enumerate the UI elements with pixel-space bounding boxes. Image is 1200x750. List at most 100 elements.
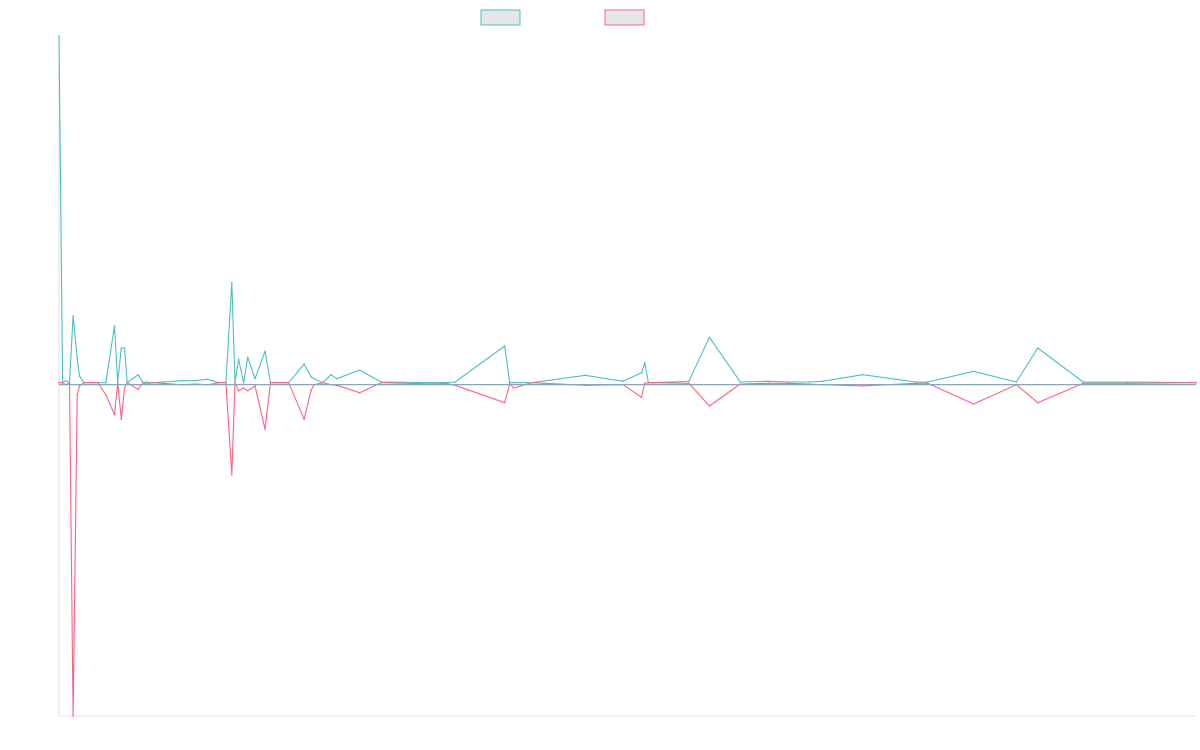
series-1-point bbox=[1127, 381, 1129, 383]
series-2-point bbox=[217, 381, 219, 384]
series-1-point bbox=[206, 378, 208, 381]
series-2-point bbox=[113, 413, 116, 416]
series-2-point bbox=[96, 381, 99, 384]
legend-swatch-2[interactable] bbox=[604, 9, 645, 26]
series-1-point bbox=[513, 381, 515, 384]
series-1-point bbox=[237, 358, 240, 361]
series-1-point bbox=[58, 35, 60, 37]
series-2-point bbox=[310, 389, 312, 392]
series-layer bbox=[58, 35, 1197, 717]
series-2-point bbox=[76, 393, 78, 396]
series-2-point bbox=[225, 381, 227, 384]
series-2-point bbox=[513, 387, 515, 389]
series-2-point bbox=[767, 382, 770, 385]
series-1-point bbox=[123, 347, 126, 349]
series-1-point bbox=[211, 379, 214, 382]
axes bbox=[58, 36, 1196, 717]
series-2-point bbox=[126, 381, 128, 384]
series-2-point bbox=[647, 381, 650, 384]
series-2-point bbox=[242, 387, 245, 389]
series-2-point bbox=[105, 393, 107, 396]
series-2-point bbox=[640, 396, 643, 399]
series-1-point bbox=[358, 369, 361, 371]
series-1-point bbox=[508, 381, 511, 384]
series-1-point bbox=[78, 375, 81, 377]
series-2-point bbox=[58, 381, 60, 384]
series-2-point bbox=[322, 381, 324, 384]
series-2-point bbox=[254, 385, 256, 387]
series-2-point bbox=[503, 401, 506, 404]
series-1-point bbox=[584, 374, 586, 377]
series-2-point bbox=[926, 382, 929, 385]
series-2-point bbox=[120, 418, 123, 421]
series-1-point bbox=[246, 356, 249, 359]
series-1-point bbox=[861, 373, 864, 376]
legend-swatch-1[interactable] bbox=[480, 9, 521, 26]
series-2-point bbox=[444, 382, 446, 385]
series-1-point bbox=[120, 347, 123, 349]
series-1-point bbox=[264, 350, 266, 353]
series-2-point bbox=[90, 381, 92, 384]
series-1-point bbox=[739, 381, 742, 383]
series-2-point bbox=[72, 715, 74, 717]
series-1-point bbox=[972, 370, 975, 373]
series-2-point bbox=[651, 381, 654, 384]
series-1-point bbox=[137, 373, 139, 376]
series-1-point bbox=[767, 380, 770, 383]
series-2-point bbox=[279, 381, 281, 384]
series-2-point bbox=[972, 403, 975, 405]
series-2-point bbox=[644, 382, 646, 385]
series-1-point bbox=[181, 379, 184, 382]
series-1-point bbox=[242, 381, 245, 384]
series-1-point bbox=[105, 381, 107, 384]
series-2-point bbox=[151, 381, 154, 384]
series-1-point bbox=[644, 361, 646, 364]
series-2-point bbox=[531, 381, 533, 384]
legend bbox=[480, 9, 645, 26]
series-1-point bbox=[622, 380, 624, 383]
series-1-point bbox=[336, 377, 338, 380]
series-1-point bbox=[146, 381, 148, 383]
series-1-point bbox=[72, 315, 74, 317]
series-line-2 bbox=[59, 382, 1197, 717]
series-1-point bbox=[1036, 347, 1039, 349]
series-line-1 bbox=[58, 35, 1197, 384]
series-2-point bbox=[303, 418, 305, 421]
series-2-point bbox=[861, 385, 864, 387]
series-1-point bbox=[640, 371, 643, 374]
series-2-point bbox=[1036, 401, 1039, 404]
series-1-point bbox=[787, 381, 790, 383]
series-2-point bbox=[61, 381, 64, 384]
series-1-point bbox=[1015, 381, 1018, 383]
series-2-point bbox=[914, 382, 917, 385]
series-1-point bbox=[821, 380, 824, 383]
series-2-point bbox=[231, 473, 233, 476]
series-1-point bbox=[454, 381, 456, 383]
series-2-point bbox=[123, 387, 126, 389]
series-1-point bbox=[113, 325, 116, 327]
series-1-point bbox=[310, 375, 312, 378]
series-1-point bbox=[194, 379, 197, 382]
series-1-point bbox=[303, 363, 305, 365]
series-2-point bbox=[78, 385, 81, 387]
series-2-point bbox=[380, 381, 382, 384]
series-2-point bbox=[688, 382, 690, 385]
series-2-point bbox=[358, 391, 361, 394]
series-2-point bbox=[68, 381, 71, 384]
series-2-point bbox=[237, 389, 240, 392]
series-2-point bbox=[708, 405, 711, 407]
series-2-point bbox=[264, 428, 266, 431]
series-1-point bbox=[503, 345, 506, 347]
series-1-point bbox=[1082, 381, 1084, 383]
series-1-point bbox=[926, 381, 929, 383]
series-2-point bbox=[83, 381, 85, 384]
series-1-point bbox=[434, 381, 437, 384]
series-2-point bbox=[246, 389, 249, 392]
series-2-point bbox=[116, 381, 119, 384]
series-2-point bbox=[269, 381, 272, 384]
series-1-point bbox=[708, 336, 711, 339]
series-2-point bbox=[142, 381, 144, 384]
series-2-point bbox=[1195, 381, 1197, 384]
